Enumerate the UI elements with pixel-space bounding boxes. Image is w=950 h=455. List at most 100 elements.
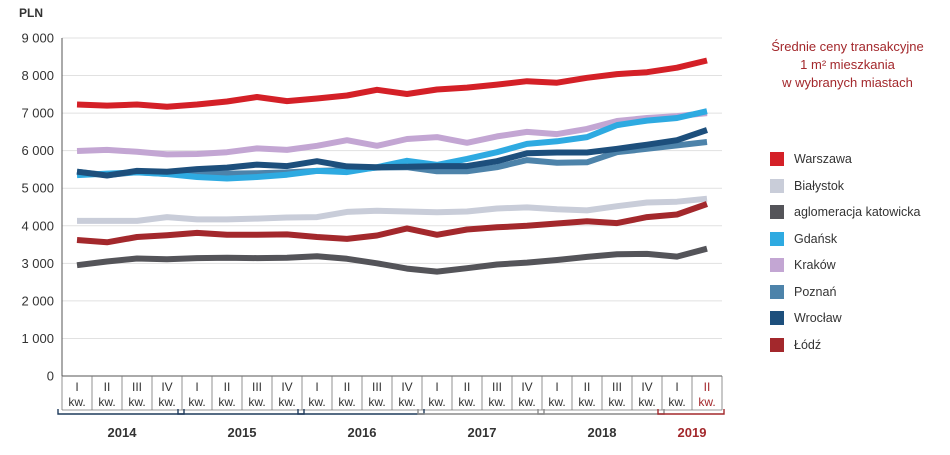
x-tick-quarter: II — [344, 380, 351, 394]
x-tick-kw: kw. — [428, 395, 445, 409]
legend-swatch — [770, 152, 784, 167]
x-tick-quarter: III — [612, 380, 622, 394]
y-tick-label: 4 000 — [21, 218, 54, 233]
y-tick-label: 1 000 — [21, 331, 54, 346]
year-bracket — [177, 409, 305, 415]
legend-item: Łódź — [770, 332, 950, 359]
x-tick-kw: kw. — [218, 395, 235, 409]
legend-label: Łódź — [794, 337, 822, 352]
x-tick-kw: kw. — [668, 395, 685, 409]
legend-item: Wrocław — [770, 305, 950, 332]
legend-label: Wrocław — [794, 311, 842, 326]
series-line-białystok — [77, 195, 708, 224]
year-label: 2017 — [468, 425, 497, 440]
legend-item: Gdańsk — [770, 226, 950, 253]
y-tick-label: 3 000 — [21, 256, 54, 271]
x-tick-quarter: II — [224, 380, 231, 394]
grid-lines — [62, 37, 722, 377]
x-tick-quarter: III — [252, 380, 262, 394]
year-label: 2019 — [678, 425, 707, 440]
legend-title: Średnie ceny transakcyjne 1 m² mieszkani… — [750, 38, 945, 92]
legend: Warszawa Białystok aglomeracja katowicka Gd… — [770, 146, 950, 358]
legend-title-line-1: Średnie ceny transakcyjne — [771, 39, 924, 54]
x-tick-kw: kw. — [188, 395, 205, 409]
y-tick-label: 7 000 — [21, 106, 54, 121]
series-lines — [76, 57, 708, 275]
x-tick-quarter: I — [315, 380, 318, 394]
x-tick-quarter: IV — [281, 380, 292, 394]
series-line-aglomeracja-katowicka — [76, 245, 708, 275]
series-line-warszawa — [76, 57, 708, 110]
year-label: 2016 — [348, 425, 377, 440]
legend-swatch — [770, 311, 784, 326]
legend-swatch — [770, 231, 784, 246]
x-tick-quarter: II — [584, 380, 591, 394]
x-tick-kw: kw. — [68, 395, 85, 409]
x-tick-quarter: I — [675, 380, 678, 394]
y-tick-label: 8 000 — [21, 68, 54, 83]
legend-item: Warszawa — [770, 146, 950, 173]
x-tick-kw: kw. — [128, 395, 145, 409]
y-tick-label: 0 — [47, 369, 54, 384]
legend-label: Białystok — [794, 178, 845, 193]
x-tick-kw: kw. — [98, 395, 115, 409]
year-label: 2015 — [228, 425, 257, 440]
legend-swatch — [770, 258, 784, 273]
x-tick-quarter: I — [75, 380, 78, 394]
x-tick-quarter: IV — [641, 380, 652, 394]
legend-label: aglomeracja katowicka — [794, 205, 921, 220]
legend-item: Poznań — [770, 279, 950, 306]
legend-swatch — [770, 284, 784, 299]
y-tick-label: 5 000 — [21, 181, 54, 196]
series-line-łódź — [76, 201, 708, 246]
year-bracket — [417, 409, 545, 415]
legend-label: Kraków — [794, 258, 836, 273]
year-bracket — [297, 409, 425, 415]
x-tick-quarter: IV — [161, 380, 172, 394]
x-tick-quarter: II — [464, 380, 471, 394]
legend-swatch — [770, 178, 784, 193]
x-tick-kw: kw. — [578, 395, 595, 409]
x-tick-quarter: II — [104, 380, 111, 394]
x-tick-quarter: IV — [521, 380, 532, 394]
y-axis: 9 000 8 000 7 000 6 000 5 000 4 000 3 000 2 000… — [21, 31, 63, 384]
y-tick-label: 9 000 — [21, 31, 54, 46]
legend-swatch — [770, 205, 784, 220]
x-tick-kw: kw. — [518, 395, 535, 409]
x-tick-quarter: III — [372, 380, 382, 394]
x-tick-kw: kw. — [158, 395, 175, 409]
year-label: 2014 — [108, 425, 138, 440]
x-tick-kw: kw. — [638, 395, 655, 409]
year-bracket — [57, 409, 185, 415]
legend-label: Warszawa — [794, 152, 852, 167]
x-axis: Ikw.IIkw.IIIkw.IVkw.Ikw.IIkw.IIIkw.IVkw.… — [57, 376, 725, 440]
x-tick-kw: kw. — [608, 395, 625, 409]
y-tick-label: 6 000 — [21, 143, 54, 158]
y-unit-label: PLN — [19, 6, 43, 20]
x-tick-quarter: I — [195, 380, 198, 394]
x-tick-quarter: II — [704, 380, 711, 394]
legend-item: Białystok — [770, 173, 950, 200]
x-tick-kw: kw. — [338, 395, 355, 409]
legend-title-line-3: w wybranych miastach — [782, 75, 913, 90]
series-line-kraków — [76, 110, 708, 158]
x-tick-quarter: III — [132, 380, 142, 394]
series-line-wrocław — [76, 127, 708, 179]
x-tick-quarter: I — [555, 380, 558, 394]
year-bracket — [657, 409, 725, 415]
year-bracket — [537, 409, 665, 415]
x-tick-quarter: I — [435, 380, 438, 394]
x-tick-kw: kw. — [458, 395, 475, 409]
legend-item: aglomeracja katowicka — [770, 199, 950, 226]
x-tick-quarter: III — [492, 380, 502, 394]
legend-item: Kraków — [770, 252, 950, 279]
x-tick-kw: kw. — [398, 395, 415, 409]
legend-label: Gdańsk — [794, 231, 838, 246]
legend-label: Poznań — [794, 284, 837, 299]
x-tick-kw: kw. — [368, 395, 385, 409]
x-tick-kw: kw. — [488, 395, 505, 409]
x-tick-kw: kw. — [278, 395, 295, 409]
x-tick-kw: kw. — [548, 395, 565, 409]
legend-title-line-2: 1 m² mieszkania — [800, 57, 895, 72]
